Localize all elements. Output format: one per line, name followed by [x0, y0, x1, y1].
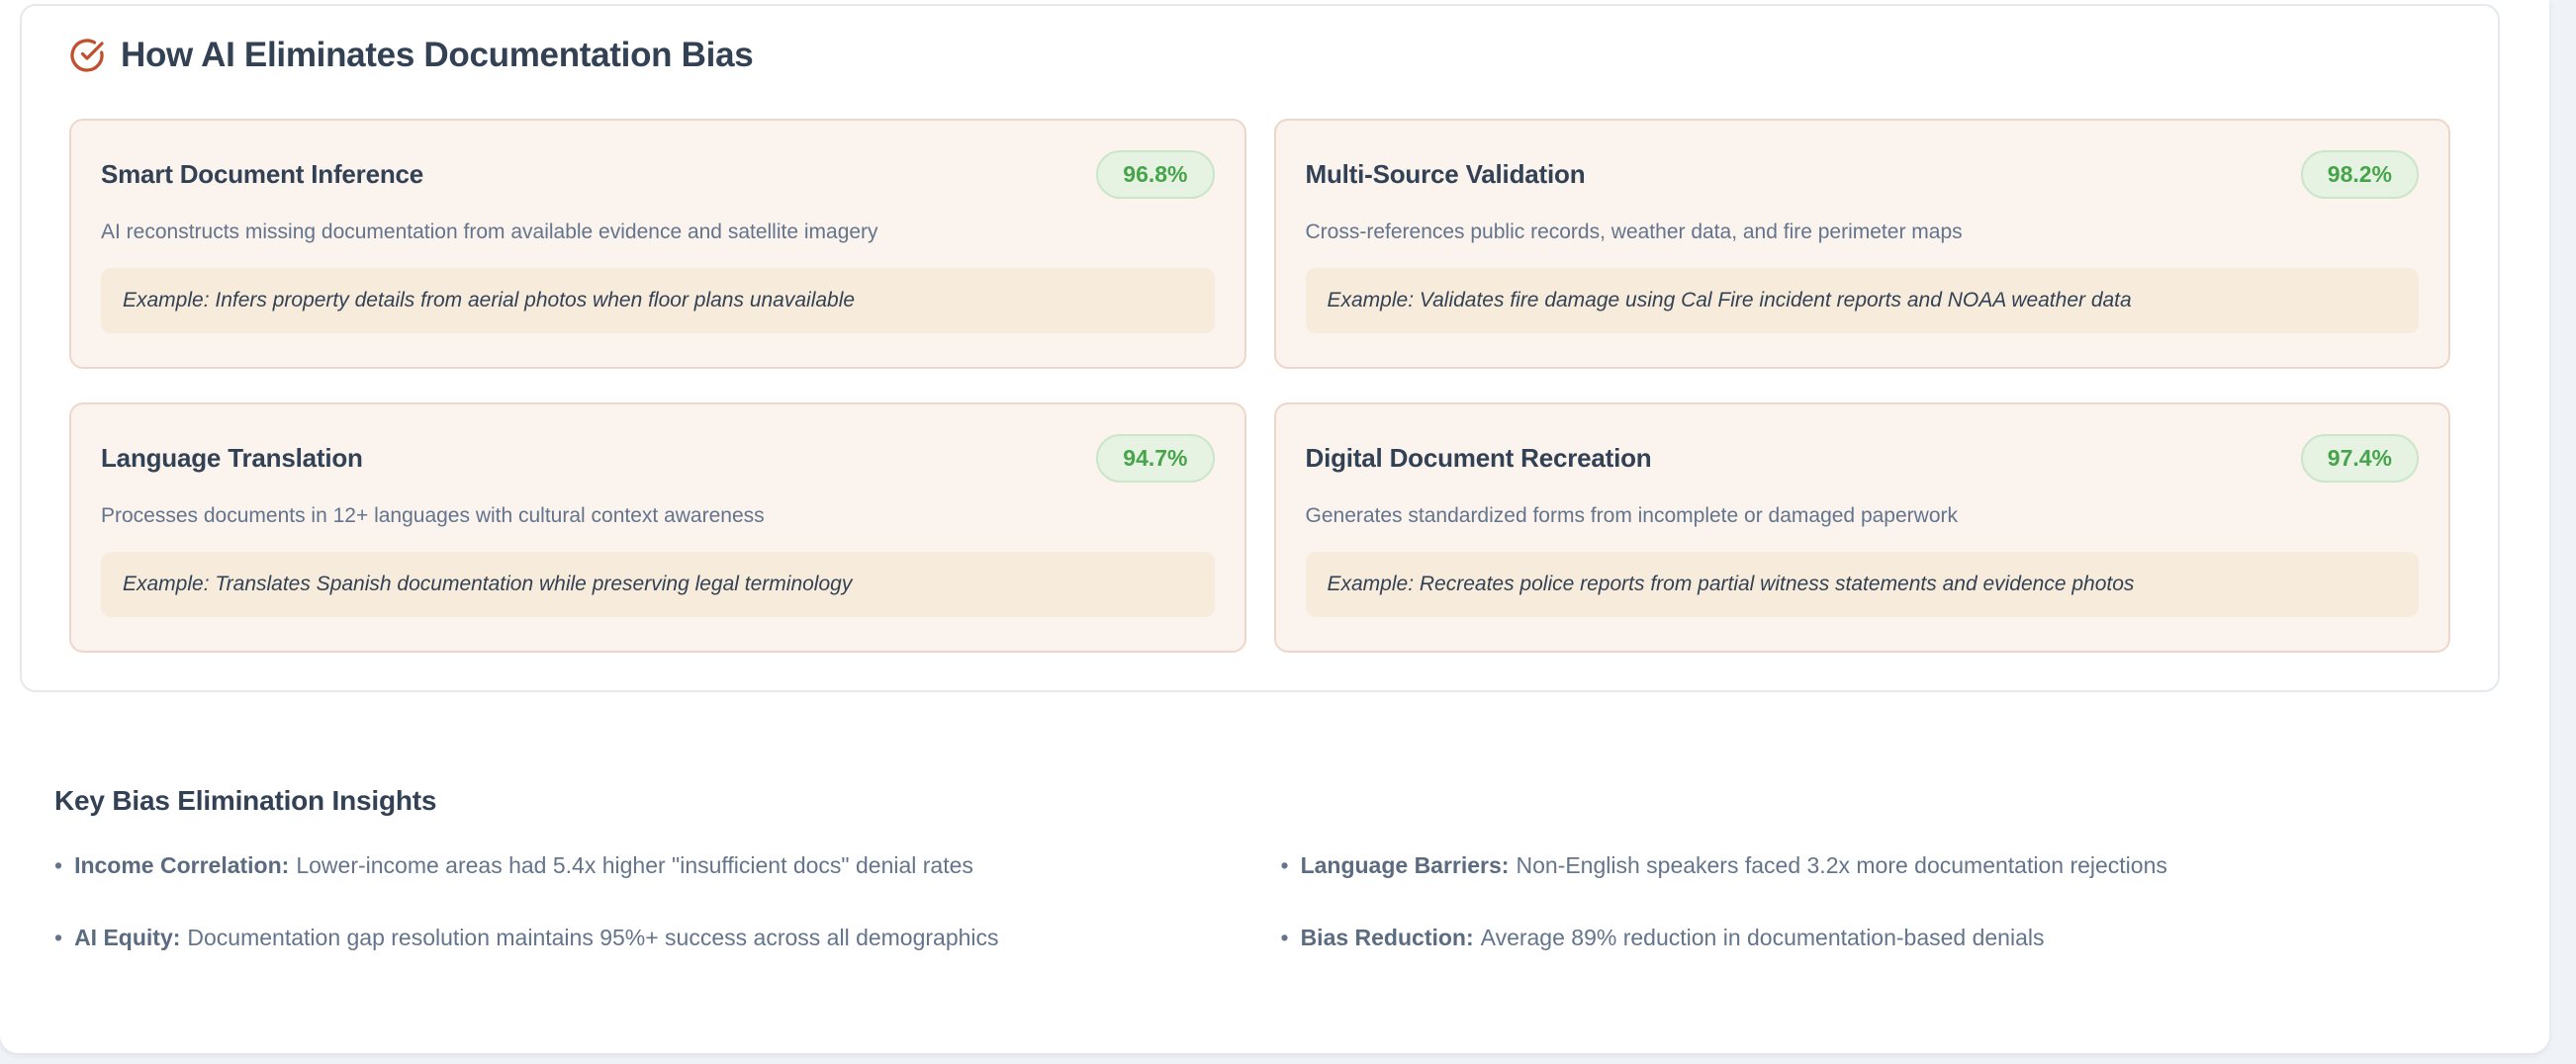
accuracy-badge: 96.8% [1096, 150, 1215, 199]
card-language-translation: Language Translation 94.7% Processes doc… [69, 402, 1246, 653]
content-card: How AI Eliminates Documentation Bias Sma… [0, 0, 2549, 1053]
card-title: Multi-Source Validation [1305, 159, 1586, 189]
method-cards-grid: Smart Document Inference 96.8% AI recons… [69, 119, 2450, 653]
card-description: Cross-references public records, weather… [1305, 221, 1963, 243]
panel-header: How AI Eliminates Documentation Bias [69, 36, 2450, 75]
insight-text: Lower-income areas had 5.4x higher "insu… [296, 852, 973, 878]
bullet-icon: • [54, 852, 63, 878]
insight-text: Non-English speakers faced 3.2x more doc… [1516, 852, 2167, 878]
bullet-icon: • [1280, 852, 1289, 878]
insight-language-barriers: • Language Barriers: Non-English speakers… [1281, 852, 2496, 879]
insight-bias-reduction: • Bias Reduction: Average 89% reduction i… [1281, 925, 2496, 951]
insights-title: Key Bias Elimination Insights [54, 785, 437, 816]
insight-label: Income Correlation: [74, 852, 290, 878]
card-example: Example: Translates Spanish documentatio… [101, 552, 1215, 617]
card-description: Processes documents in 12+ languages wit… [101, 504, 765, 527]
insight-text: Documentation gap resolution maintains 9… [187, 925, 999, 950]
accuracy-badge: 94.7% [1096, 434, 1215, 483]
card-digital-document-recreation: Digital Document Recreation 97.4% Genera… [1273, 402, 2450, 653]
card-title: Smart Document Inference [101, 159, 424, 189]
insight-income-correlation: • Income Correlation: Lower-income areas … [54, 852, 1269, 879]
insight-label: AI Equity: [74, 925, 181, 950]
accuracy-badge: 97.4% [2300, 434, 2419, 483]
insight-label: Bias Reduction: [1300, 925, 1474, 950]
insight-text: Average 89% reduction in documentation-b… [1480, 925, 2045, 950]
insight-ai-equity: • AI Equity: Documentation gap resolution… [54, 925, 1269, 951]
ai-bias-panel: How AI Eliminates Documentation Bias Sma… [20, 4, 2500, 692]
bullet-icon: • [1280, 925, 1289, 950]
insight-label: Language Barriers: [1300, 852, 1510, 878]
card-multi-source-validation: Multi-Source Validation 98.2% Cross-refe… [1273, 119, 2450, 369]
card-smart-document-inference: Smart Document Inference 96.8% AI recons… [69, 119, 1246, 369]
card-title: Language Translation [101, 443, 363, 473]
card-example: Example: Infers property details from ae… [101, 268, 1215, 333]
card-title: Digital Document Recreation [1305, 443, 1652, 473]
card-example: Example: Validates fire damage using Cal… [1305, 268, 2419, 333]
bullet-icon: • [54, 925, 63, 950]
check-circle-icon [70, 39, 104, 72]
key-insights-section: Key Bias Elimination Insights • Income C… [0, 785, 2549, 951]
card-example: Example: Recreates police reports from p… [1305, 552, 2419, 617]
card-description: AI reconstructs missing documentation fr… [101, 221, 878, 243]
insights-grid: • Income Correlation: Lower-income areas … [54, 852, 2495, 951]
page-title: How AI Eliminates Documentation Bias [121, 36, 754, 74]
accuracy-badge: 98.2% [2300, 150, 2419, 199]
card-description: Generates standardized forms from incomp… [1305, 504, 1959, 527]
